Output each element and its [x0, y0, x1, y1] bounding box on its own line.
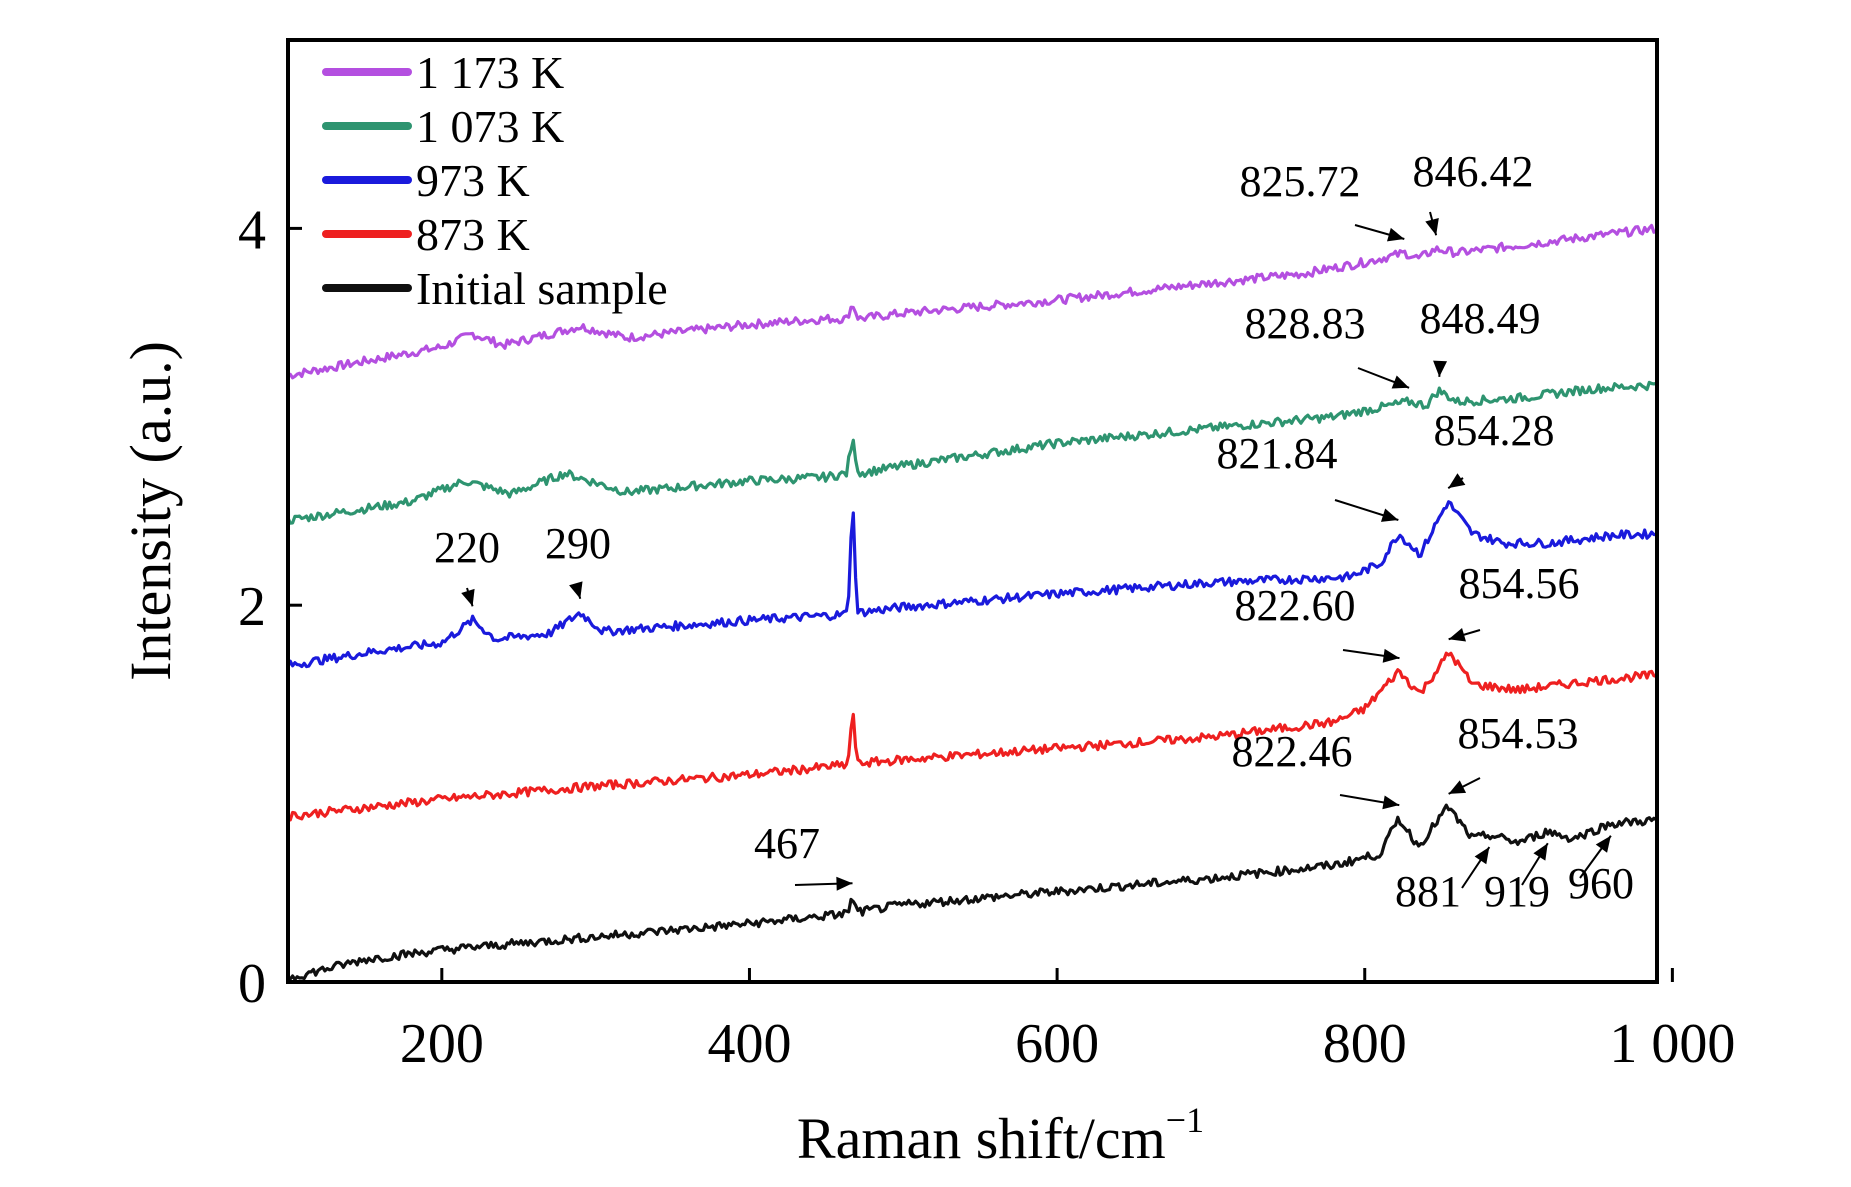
x-tick-label: 600 [1015, 1013, 1099, 1075]
peak-arrow-head [1448, 780, 1467, 794]
x-tick-label: 400 [707, 1013, 791, 1075]
series-line-4 [287, 803, 1657, 982]
peak-arrow-head [1425, 217, 1439, 236]
peak-label: 854.28 [1434, 406, 1555, 455]
peak-arrow-head [1448, 473, 1466, 489]
peak-arrow-head [1382, 648, 1400, 663]
series-line-3 [287, 651, 1657, 822]
peak-arrow-head [569, 581, 583, 599]
peak-label: 220 [434, 523, 500, 572]
peak-label: 881 [1395, 867, 1461, 916]
peak-label: 822.46 [1232, 727, 1353, 776]
peak-arrow-head [1595, 835, 1611, 853]
x-axis-title: Raman shift/cm−1 [797, 1100, 1204, 1171]
peak-label: 854.56 [1459, 559, 1580, 608]
peak-label: 290 [545, 519, 611, 568]
peak-arrow-head [836, 876, 853, 891]
peak-label: 848.49 [1420, 294, 1541, 343]
peak-label: 825.72 [1240, 157, 1361, 206]
legend-label: 1 073 K [416, 101, 564, 152]
x-tick-label: 200 [400, 1013, 484, 1075]
peak-arrow-head [1433, 360, 1448, 377]
peak-arrow-head [1474, 847, 1490, 865]
peak-label: 919 [1484, 867, 1550, 916]
peak-label: 822.60 [1235, 581, 1356, 630]
peak-arrow-head [1533, 843, 1548, 861]
plot-frame [286, 38, 1659, 984]
y-axis-title: Intensity (a.u.) [118, 341, 183, 681]
y-tick-label: 2 [238, 576, 266, 638]
x-axis-title-text: Raman shift/cm [797, 1106, 1166, 1171]
series-group [286, 223, 1657, 982]
legend-label: 1 173 K [416, 47, 564, 98]
legend-label: 873 K [416, 209, 530, 260]
peak-label: 854.53 [1458, 709, 1579, 758]
peak-label: 821.84 [1217, 429, 1338, 478]
series-line-0 [287, 223, 1657, 380]
peak-arrow-head [1448, 628, 1466, 642]
legend-label: 973 K [416, 155, 530, 206]
x-axis-title-superscript: −1 [1166, 1100, 1204, 1140]
peak-arrow-head [461, 588, 475, 607]
peak-arrow-head [1382, 795, 1400, 810]
series-line-1 [286, 380, 1657, 525]
peak-arrow-head [1380, 508, 1399, 522]
peak-arrow-head [1387, 227, 1405, 242]
peak-label: 828.83 [1245, 299, 1366, 348]
peak-label: 960 [1568, 859, 1634, 908]
peak-label: 467 [754, 819, 820, 868]
y-tick-label: 0 [238, 953, 266, 1015]
axes-group: 200 400 600 800 1 000 0 2 4 [238, 199, 1735, 1075]
x-tick-label: 800 [1323, 1013, 1407, 1075]
y-tick-label: 4 [238, 199, 266, 261]
series-line-2 [286, 500, 1657, 669]
x-tick-label: 1 000 [1609, 1013, 1735, 1075]
peak-annotations: 825.72 846.42 828.83 848.49 220 290 821.84 854.… [434, 147, 1634, 916]
peak-label: 846.42 [1413, 147, 1534, 196]
legend-label: Initial sample [416, 263, 668, 314]
peak-arrow-head [1391, 375, 1410, 389]
